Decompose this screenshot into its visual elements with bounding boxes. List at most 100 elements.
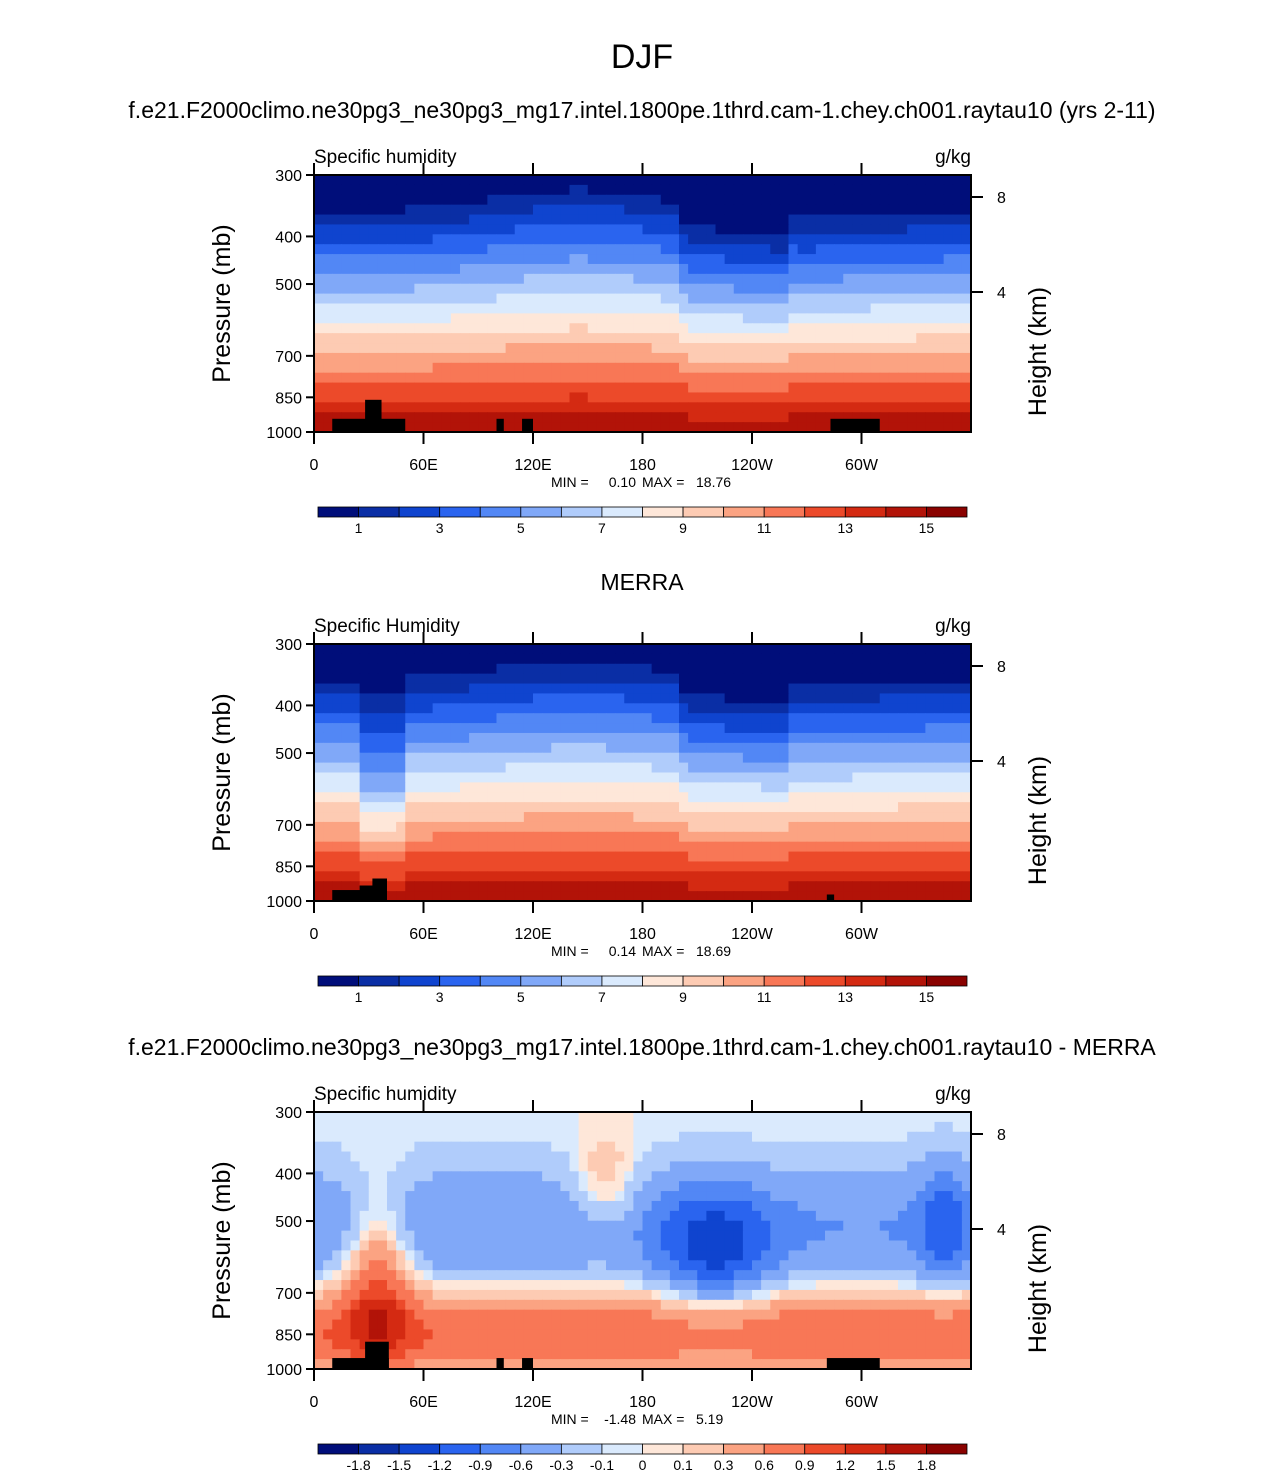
field-cell	[587, 1230, 598, 1242]
field-cell	[450, 1200, 461, 1212]
field-cell	[898, 742, 908, 754]
field-cell	[569, 792, 580, 803]
field-cell	[633, 1141, 644, 1153]
field-cell	[706, 723, 717, 734]
field-cell	[487, 1250, 498, 1261]
field-cell	[861, 333, 872, 344]
field-cell	[441, 402, 452, 413]
field-cell	[332, 752, 342, 764]
field-cell	[368, 871, 379, 882]
field-cell	[332, 723, 342, 734]
field-cell	[569, 352, 580, 364]
field-cell	[852, 1161, 863, 1172]
field-cell	[350, 1230, 361, 1242]
field-cell	[359, 821, 370, 833]
field-cell	[679, 224, 689, 235]
field-cell	[387, 732, 397, 744]
field-cell	[396, 1210, 406, 1222]
field-cell	[861, 402, 872, 413]
field-cell	[332, 382, 342, 394]
field-cell	[934, 871, 945, 882]
field-cell	[688, 1112, 698, 1123]
field-cell	[460, 1151, 470, 1163]
field-cell	[825, 1191, 835, 1202]
field-cell	[533, 323, 543, 334]
field-cell	[934, 821, 945, 833]
field-cell	[551, 273, 561, 285]
y-tick-label: 850	[275, 859, 302, 876]
field-cell	[761, 1151, 771, 1163]
field-cell	[542, 1151, 552, 1163]
field-cell	[952, 1210, 963, 1222]
field-cell	[961, 254, 972, 265]
field-cell	[341, 273, 352, 285]
field-cell	[615, 1200, 625, 1212]
field-cell	[368, 362, 379, 374]
field-cell	[514, 392, 525, 403]
field-cell	[432, 184, 443, 196]
field-cell	[752, 412, 762, 423]
field-cell	[414, 412, 425, 423]
field-cell	[587, 1141, 598, 1153]
field-cell	[560, 1210, 571, 1222]
field-cell	[533, 1171, 543, 1182]
field-cell	[350, 313, 361, 324]
field-cell	[377, 352, 388, 364]
field-cell	[441, 422, 452, 433]
field-cell	[615, 821, 625, 833]
field-cell	[815, 673, 826, 685]
field-cell	[368, 683, 379, 695]
field-cell	[359, 362, 370, 374]
field-cell	[560, 273, 571, 285]
field-cell	[788, 303, 799, 314]
field-cell	[806, 244, 817, 255]
field-cell	[469, 422, 479, 433]
field-cell	[733, 1151, 744, 1163]
field-cell	[414, 1131, 425, 1143]
field-cell	[405, 362, 415, 374]
field-cell	[888, 244, 899, 255]
field-cell	[843, 693, 853, 704]
field-cell	[870, 1240, 881, 1251]
field-cell	[487, 372, 498, 384]
field-cell	[587, 881, 598, 892]
field-cell	[642, 254, 653, 265]
field-cell	[551, 663, 561, 675]
field-cell	[879, 372, 890, 384]
field-cell	[925, 772, 936, 783]
field-cell	[469, 851, 479, 863]
field-cell	[669, 663, 680, 675]
field-cell	[469, 644, 479, 655]
field-cell	[377, 663, 388, 675]
field-cell	[651, 1240, 662, 1251]
field-cell	[478, 323, 488, 334]
field-cell	[505, 1151, 516, 1163]
field-cell	[323, 1121, 333, 1133]
field-cell	[569, 851, 580, 863]
field-cell	[797, 234, 808, 245]
field-cell	[624, 782, 634, 793]
field-cell	[615, 224, 625, 235]
field-cell	[952, 214, 963, 226]
field-cell	[560, 891, 571, 902]
field-cell	[752, 802, 762, 813]
field-cell	[943, 1171, 954, 1182]
field-cell	[615, 812, 625, 823]
field-cell	[414, 881, 425, 892]
field-cell	[323, 343, 333, 354]
field-cell	[606, 762, 616, 774]
field-cell	[606, 234, 616, 245]
field-cell	[560, 283, 571, 295]
field-cell	[460, 263, 470, 275]
field-cell	[706, 194, 717, 206]
field-cell	[934, 333, 945, 344]
field-cell	[642, 831, 653, 843]
field-cell	[405, 713, 415, 724]
field-cell	[934, 283, 945, 295]
field-cell	[587, 762, 598, 774]
field-cell	[761, 861, 771, 872]
field-cell	[533, 1121, 543, 1133]
field-cell	[377, 1210, 388, 1222]
field-cell	[387, 333, 397, 344]
field-cell	[916, 313, 926, 324]
